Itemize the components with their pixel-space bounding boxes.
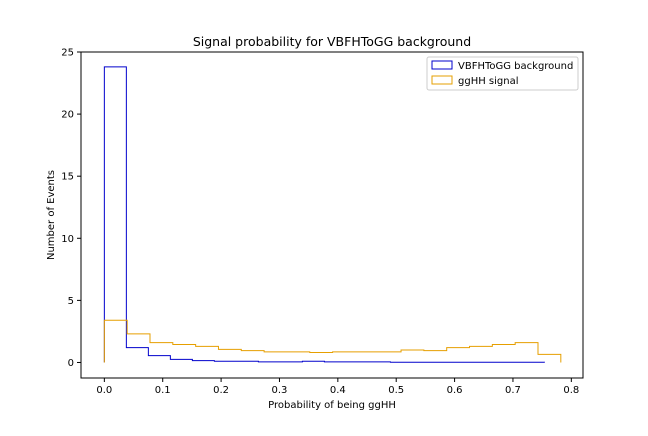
legend-swatch-signal <box>431 75 453 85</box>
y-tick-label: 25 <box>61 48 74 59</box>
histogram-series-background <box>103 66 545 363</box>
x-tick-label: 0.5 <box>388 385 404 396</box>
chart-title: Signal probability for VBFHToGG backgrou… <box>193 34 471 49</box>
x-tick-label: 0.1 <box>155 385 171 396</box>
legend-label-background: VBFHToGG background <box>458 61 573 72</box>
legend: VBFHToGG background ggHH signal <box>426 56 579 91</box>
legend-label-signal: ggHH signal <box>458 76 519 87</box>
legend-swatch-background <box>431 60 453 70</box>
x-axis: 0.0 0.1 0.2 0.3 0.4 0.5 0.6 0.7 0.8 <box>96 378 579 396</box>
legend-box <box>426 56 579 91</box>
y-tick-label: 20 <box>61 110 74 121</box>
x-tick-label: 0.3 <box>272 385 288 396</box>
x-tick-label: 0.7 <box>505 385 521 396</box>
y-axis-label: Number of Events <box>46 170 57 260</box>
y-tick-label: 15 <box>61 172 74 183</box>
x-axis-label: Probability of being ggHH <box>268 400 396 411</box>
plot-series-group <box>103 66 562 363</box>
x-tick-label: 0.8 <box>563 385 579 396</box>
x-tick-label: 0.2 <box>213 385 229 396</box>
x-tick-label: 0.0 <box>96 385 112 396</box>
y-tick-label: 0 <box>68 358 74 369</box>
x-tick-label: 0.6 <box>447 385 463 396</box>
plot-frame <box>80 51 584 379</box>
y-tick-label: 5 <box>68 296 74 307</box>
y-axis: 0 5 10 15 20 25 <box>61 48 81 369</box>
y-tick-label: 10 <box>61 234 74 245</box>
x-tick-label: 0.4 <box>330 385 346 396</box>
histogram-series-signal <box>103 319 562 363</box>
